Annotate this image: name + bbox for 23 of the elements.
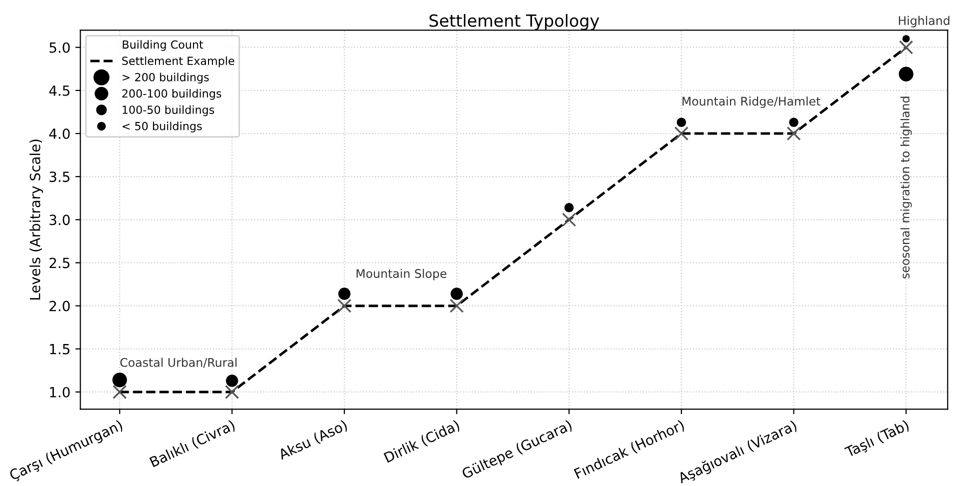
- y-tick-label: 3.5: [50, 172, 70, 182]
- y-tick-label: 2.5: [50, 258, 70, 268]
- legend-label: Settlement Example: [122, 56, 234, 68]
- y-tick-label: 4.5: [49, 86, 70, 96]
- legend-label: < 50 buildings: [122, 122, 202, 132]
- y-tick-label: 5.0: [50, 42, 70, 53]
- annotation: seosonal migration to highland: [900, 96, 912, 278]
- annotation: Mountain Ridge/Hamlet: [682, 96, 820, 108]
- annotation: Mountain Slope: [356, 268, 446, 280]
- chart-title: Settlement Typology: [430, 14, 600, 30]
- annotation: Coastal Urban/Rural: [120, 358, 237, 368]
- legend-label: 200-100 buildings: [122, 89, 222, 100]
- y-axis-title: Levels (Arbitrary Scale): [30, 140, 43, 300]
- legend-title: Building Count: [122, 40, 204, 51]
- legend-label: 100-50 buildings: [122, 105, 214, 116]
- y-tick-label: 1.0: [50, 386, 70, 398]
- y-tick-label: 1.5: [50, 344, 70, 354]
- legend-label: > 200 buildings: [122, 72, 209, 84]
- y-tick-label: 2.0: [50, 300, 70, 312]
- y-tick-label: 3.0: [50, 214, 70, 226]
- annotation: Highland: [898, 16, 950, 28]
- x-tick-label: Taşlı (Tab): [844, 419, 911, 460]
- y-tick-label: 4.0: [49, 128, 70, 139]
